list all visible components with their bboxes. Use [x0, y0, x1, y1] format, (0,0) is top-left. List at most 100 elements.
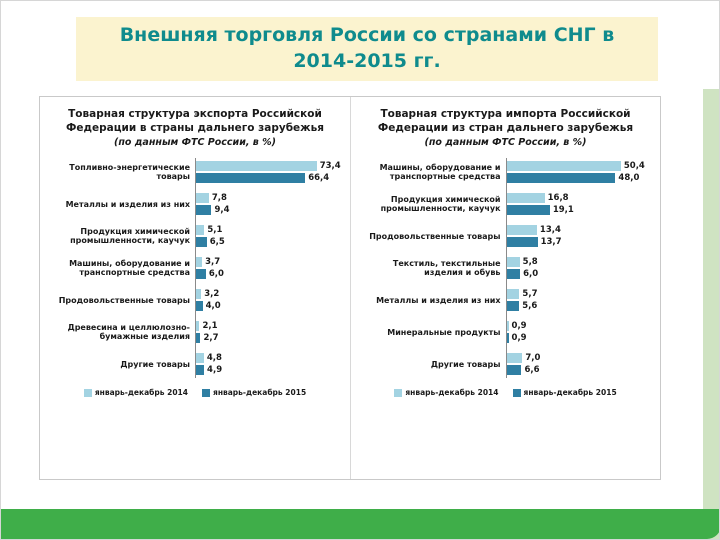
- bar-series-2014: [506, 289, 520, 300]
- bar-value-label: 6,6: [524, 365, 540, 376]
- legend-item: январь-декабрь 2014: [394, 388, 499, 398]
- bar-value-label: 50,4: [623, 161, 645, 172]
- bar-line: 6,6: [506, 364, 655, 376]
- chart-row: Металлы и изделия из них 7,8 9,4: [46, 188, 344, 220]
- legend-label: январь-декабрь 2015: [523, 388, 617, 398]
- legend-swatch-2015: [202, 388, 210, 397]
- bar-line: 4,8: [196, 352, 344, 364]
- bar-value-label: 19,1: [552, 205, 574, 216]
- chart-row: Продукция химической промышленности, кау…: [357, 188, 654, 220]
- chart-row: Машины, оборудование и транспортные сред…: [357, 156, 654, 188]
- legend-label: январь-декабрь 2014: [94, 388, 188, 398]
- category-bars: 16,8 19,1: [506, 192, 655, 216]
- bar-value-label: 0,9: [511, 321, 527, 332]
- category-bars: 7,8 9,4: [195, 192, 344, 216]
- bar-series-2014: [506, 321, 509, 332]
- bar-value-label: 2,1: [202, 321, 218, 332]
- bar-value-label: 6,0: [208, 269, 224, 280]
- bar-series-2014: [196, 225, 205, 236]
- chart-row: Другие товары 7,0 6,6: [357, 348, 654, 380]
- chart-row: Текстиль, текстильные изделия и обувь 5,8…: [357, 252, 654, 284]
- bar-line: 2,7: [196, 332, 344, 344]
- bar-value-label: 4,9: [207, 365, 223, 376]
- bar-value-label: 16,8: [547, 193, 569, 204]
- bar-value-label: 5,1: [207, 225, 223, 236]
- category-bars: 7,0 6,6: [506, 352, 655, 376]
- category-label: Продукция химической промышленности, кау…: [70, 226, 190, 246]
- chart-row: Машины, оборудование и транспортные сред…: [46, 252, 344, 284]
- bar-value-label: 13,4: [539, 225, 561, 236]
- bar-line: 7,8: [196, 192, 344, 204]
- chart-row: Другие товары 4,8 4,9: [46, 348, 344, 380]
- bar-series-2015: [196, 365, 205, 376]
- bar-series-2015: [506, 269, 521, 280]
- bar-line: 4,0: [196, 300, 344, 312]
- bar-series-2014: [506, 353, 523, 364]
- bar-series-2015: [506, 237, 538, 248]
- category-bars: 73,4 66,4: [195, 160, 344, 184]
- category-label: Машины, оборудование и транспортные сред…: [379, 162, 501, 182]
- export-structure-chart: Товарная структура экспорта Российской Ф…: [40, 97, 350, 479]
- category-bars: 13,4 13,7: [506, 224, 655, 248]
- category-bars: 2,1 2,7: [195, 320, 344, 344]
- bar-line: 5,1: [196, 224, 344, 236]
- bar-value-label: 4,0: [205, 301, 221, 312]
- bar-value-label: 2,7: [203, 333, 219, 344]
- bar-line: 73,4: [196, 160, 344, 172]
- import-structure-chart: Товарная структура импорта Российской Фе…: [350, 97, 660, 479]
- chart-rows: Топливно-энергетические товары 73,4 66,4 Ме…: [46, 156, 344, 380]
- bar-value-label: 48,0: [618, 173, 640, 184]
- bar-line: 5,8: [506, 256, 655, 268]
- bar-line: 13,4: [506, 224, 655, 236]
- bar-value-label: 66,4: [308, 173, 330, 184]
- bar-series-2014: [196, 353, 204, 364]
- bar-series-2014: [506, 193, 545, 204]
- category-label: Топливно-энергетические товары: [69, 162, 190, 182]
- category-label: Другие товары: [120, 359, 190, 369]
- bar-value-label: 5,7: [522, 289, 538, 300]
- chart-row: Продукция химической промышленности, кау…: [46, 220, 344, 252]
- bar-line: 7,0: [506, 352, 655, 364]
- category-bars: 5,8 6,0: [506, 256, 655, 280]
- chart-title: Товарная структура экспорта Российской Ф…: [66, 108, 324, 135]
- legend-item: январь-декабрь 2015: [202, 388, 306, 397]
- bar-series-2015: [506, 301, 520, 312]
- legend-item: январь-декабрь 2014: [83, 388, 188, 398]
- bar-line: 66,4: [196, 172, 344, 184]
- bar-line: 16,8: [506, 192, 655, 204]
- bar-series-2014: [506, 225, 537, 236]
- chart-row: Минеральные продукты 0,9 0,9: [357, 316, 654, 348]
- chart-legend: январь-декабрь 2014 январь-декабрь 2015: [357, 388, 654, 397]
- bar-series-2014: [506, 257, 520, 268]
- category-label: Металлы и изделия из них: [65, 199, 190, 209]
- legend-label: январь-декабрь 2014: [405, 388, 499, 398]
- bar-line: 2,1: [196, 320, 344, 332]
- category-bars: 4,8 4,9: [195, 352, 344, 376]
- bar-series-2014: [196, 193, 209, 204]
- charts-panel: Товарная структура экспорта Российской Ф…: [39, 96, 661, 480]
- category-bars: 5,7 5,6: [506, 288, 655, 312]
- category-bars: 50,4 48,0: [506, 160, 655, 184]
- bar-value-label: 3,2: [204, 289, 220, 300]
- bar-line: 4,9: [196, 364, 344, 376]
- bar-value-label: 13,7: [540, 237, 562, 248]
- bar-value-label: 73,4: [319, 161, 341, 172]
- bar-series-2014: [506, 161, 621, 172]
- category-label: Минеральные продукты: [387, 327, 501, 337]
- bar-value-label: 3,7: [205, 257, 221, 268]
- bottom-accent-bar: [1, 509, 719, 539]
- bar-value-label: 7,8: [211, 193, 227, 204]
- legend-item: январь-декабрь 2015: [512, 388, 617, 398]
- chart-row: Топливно-энергетические товары 73,4 66,4: [46, 156, 344, 188]
- bar-series-2015: [506, 205, 550, 216]
- bar-line: 0,9: [506, 332, 655, 344]
- bar-series-2015: [506, 333, 509, 344]
- bar-series-2015: [196, 173, 306, 184]
- category-bars: 0,9 0,9: [506, 320, 655, 344]
- bar-series-2014: [196, 289, 202, 300]
- chart-row: Древесина и целлюлозно-бумажные изделия 2…: [46, 316, 344, 348]
- bar-value-label: 5,6: [522, 301, 538, 312]
- bar-line: 3,7: [196, 256, 344, 268]
- chart-title: Товарная структура импорта Российской Фе…: [377, 108, 634, 135]
